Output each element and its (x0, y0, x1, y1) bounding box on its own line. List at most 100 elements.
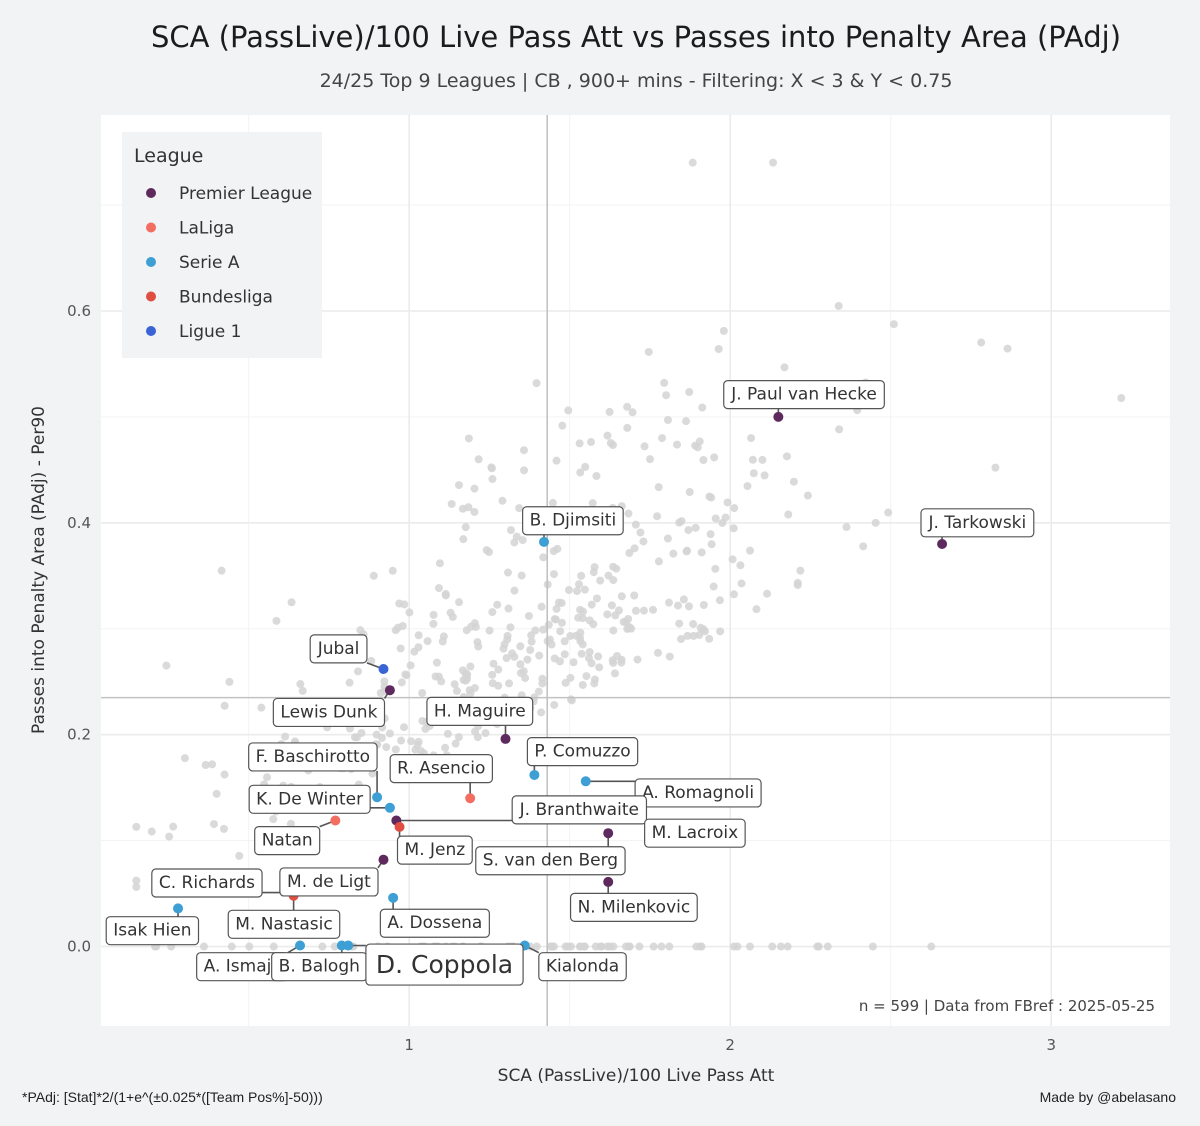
background-point (235, 851, 244, 860)
background-point (592, 594, 601, 603)
background-point (706, 530, 715, 539)
background-point (225, 677, 234, 686)
player-label-box (426, 696, 534, 726)
x-tick-label: 1 (404, 1036, 414, 1054)
background-point (613, 651, 622, 660)
background-point (532, 942, 541, 951)
background-point (609, 626, 618, 635)
x-axis-label: SCA (PassLive)/100 Live Pass Att (498, 1066, 775, 1086)
legend-entry: LaLiga (146, 219, 234, 239)
background-point (624, 623, 633, 632)
background-point (132, 882, 141, 891)
background-point (552, 456, 561, 465)
background-point (505, 679, 514, 688)
player-name: J. Tarkowski (927, 513, 1026, 533)
background-point (481, 729, 490, 738)
player-name: B. Djimsiti (530, 511, 617, 531)
player-label-box (475, 846, 626, 876)
background-point (459, 535, 468, 544)
chart-subtitle: 24/25 Top 9 Leagues | CB , 900+ mins - F… (319, 70, 953, 92)
background-point (721, 513, 730, 522)
background-point (628, 408, 637, 417)
background-point (527, 637, 536, 646)
background-point (665, 942, 674, 951)
background-point (653, 648, 662, 657)
legend-label: Serie A (179, 253, 240, 273)
highlighted-point (388, 892, 399, 903)
player-label: B. Balogh (271, 952, 368, 982)
background-point (388, 566, 397, 575)
background-point (487, 463, 496, 472)
background-point (695, 631, 704, 640)
player-label-box (511, 795, 648, 825)
background-point (745, 942, 754, 951)
player-name: J. Branthwaite (519, 800, 639, 820)
background-point (549, 570, 558, 579)
background-point (385, 729, 394, 738)
highlighted-point (539, 536, 550, 547)
player-label: F. Baschirotto (248, 742, 378, 772)
background-point (590, 675, 599, 684)
background-point (569, 658, 578, 667)
background-point (673, 601, 682, 610)
background-point (662, 391, 671, 400)
background-point (823, 942, 832, 951)
background-point (162, 661, 171, 670)
background-point (452, 686, 461, 695)
background-point (220, 701, 229, 710)
player-name: A. Ismajli (204, 957, 281, 977)
background-point (534, 687, 543, 696)
background-point (977, 338, 986, 347)
background-point (736, 561, 745, 570)
background-point (793, 580, 802, 589)
highlighted-point (384, 802, 395, 813)
player-label: M. Nastasic (227, 909, 341, 939)
background-point (729, 590, 738, 599)
player-label: M. Lacroix (644, 818, 746, 848)
background-point (466, 662, 475, 671)
player-name: B. Balogh (279, 957, 360, 977)
background-point (564, 406, 573, 415)
background-point (660, 378, 669, 387)
background-point (573, 587, 582, 596)
background-point (257, 703, 266, 712)
background-point (219, 824, 228, 833)
background-point (553, 544, 562, 553)
background-point (551, 615, 560, 624)
background-point (610, 669, 619, 678)
background-point (516, 660, 525, 669)
background-point (663, 416, 672, 425)
legend: League Premier League LaLiga Serie A Bundes… (122, 132, 322, 358)
background-point (510, 538, 519, 547)
background-point (443, 729, 452, 738)
background-point (607, 601, 616, 610)
background-point (532, 379, 541, 388)
player-label: A. Dossena (379, 908, 490, 938)
background-point (609, 562, 618, 571)
player-label-box (248, 742, 378, 772)
background-point (508, 649, 517, 658)
highlighted-point (173, 903, 184, 914)
player-label-box (227, 909, 341, 939)
background-point (747, 434, 756, 443)
y-tick-label: 0.0 (67, 938, 91, 956)
background-point (743, 482, 752, 491)
background-point (209, 820, 218, 829)
player-label-box (538, 952, 627, 982)
background-point (470, 684, 479, 693)
player-label-box (569, 892, 698, 922)
background-point (526, 645, 535, 654)
background-point (558, 421, 567, 430)
background-point (585, 648, 594, 657)
y-axis-ticks: 0.0 0.2 0.4 0.6 (67, 302, 91, 956)
background-point (682, 417, 691, 426)
background-point (397, 678, 406, 687)
background-point (494, 665, 503, 674)
player-label: Natan (254, 826, 321, 856)
background-point (454, 481, 463, 490)
legend-entry: Premier League (146, 184, 312, 204)
background-point (454, 733, 463, 742)
background-point (227, 942, 236, 951)
player-name: K. De Winter (256, 789, 363, 809)
background-point (269, 815, 278, 824)
